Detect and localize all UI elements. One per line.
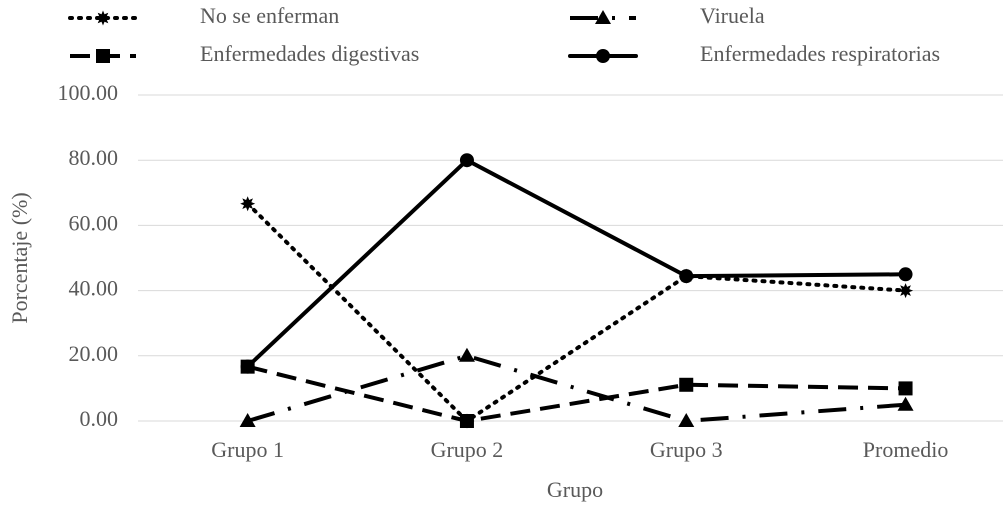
marker (596, 49, 610, 63)
marker (240, 196, 256, 212)
marker (679, 377, 694, 392)
legend-label: No se enferman (200, 3, 339, 28)
marker (240, 359, 255, 374)
y-axis-label: Porcentaje (%) (7, 192, 32, 323)
marker (897, 396, 914, 411)
marker (459, 153, 474, 168)
series-line (247, 353, 906, 424)
x-tick-label: Grupo 3 (650, 437, 723, 462)
legend-label: Enfermedades digestivas (200, 41, 419, 66)
series-line (247, 364, 906, 424)
marker (459, 414, 474, 428)
series-line (245, 157, 908, 369)
marker (96, 49, 110, 63)
marker (898, 283, 914, 299)
y-tick-label: 20.00 (69, 341, 119, 366)
marker (898, 267, 913, 282)
series-line (245, 201, 908, 424)
x-tick-label: Promedio (863, 437, 949, 462)
x-tick-label: Grupo 1 (211, 437, 284, 462)
x-axis-label: Grupo (547, 477, 603, 502)
y-tick-label: 0.00 (80, 406, 119, 431)
marker (898, 381, 913, 396)
y-tick-label: 80.00 (69, 145, 119, 170)
y-tick-label: 60.00 (69, 210, 119, 235)
marker (678, 413, 695, 427)
legend-label: Enfermedades respiratorias (700, 41, 940, 66)
marker (679, 269, 694, 284)
marker (239, 413, 256, 427)
y-tick-label: 100.00 (58, 80, 119, 105)
y-tick-label: 40.00 (69, 276, 119, 301)
marker (458, 347, 475, 362)
marker (95, 10, 111, 26)
marker (595, 10, 611, 24)
x-tick-label: Grupo 2 (431, 437, 504, 462)
legend-label: Viruela (700, 3, 765, 28)
